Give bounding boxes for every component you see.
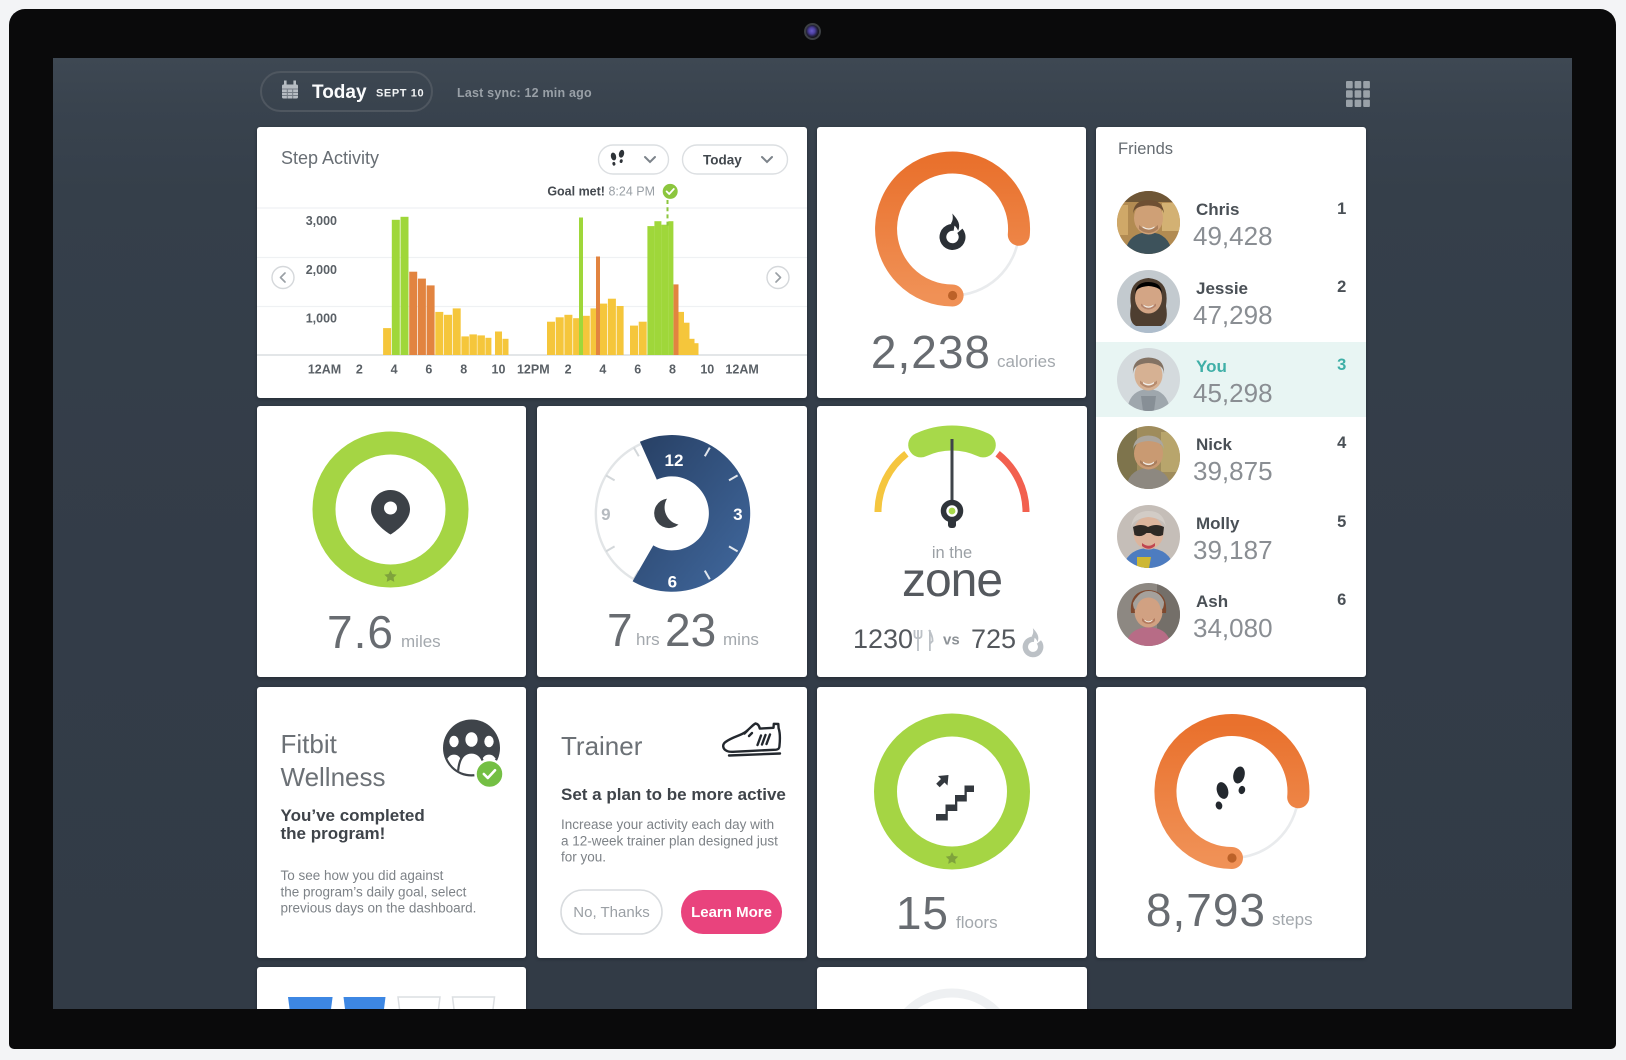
- svg-text:12PM: 12PM: [516, 363, 549, 377]
- svg-text:for you.: for you.: [561, 850, 606, 865]
- svg-text:Increase your activity each da: Increase your activity each day with: [561, 817, 774, 832]
- svg-text:7: 7: [607, 604, 633, 656]
- svg-text:8: 8: [460, 363, 467, 377]
- svg-text:6: 6: [425, 363, 432, 377]
- svg-text:12AM: 12AM: [725, 363, 758, 377]
- svg-text:hrs: hrs: [636, 630, 660, 649]
- svg-text:Today: Today: [703, 153, 742, 168]
- svg-text:vs: vs: [943, 632, 960, 649]
- svg-text:To see how you did against: To see how you did against: [280, 868, 443, 883]
- svg-text:in the: in the: [932, 544, 972, 562]
- svg-text:2: 2: [564, 363, 571, 377]
- svg-text:Set a plan to be more active: Set a plan to be more active: [561, 785, 786, 804]
- svg-text:Today: Today: [312, 82, 367, 103]
- svg-text:Trainer: Trainer: [561, 731, 643, 761]
- svg-text:23: 23: [665, 604, 716, 656]
- svg-text:9: 9: [601, 505, 610, 524]
- svg-text:Wellness: Wellness: [280, 762, 385, 792]
- svg-text:3,000: 3,000: [305, 214, 336, 228]
- svg-text:mins: mins: [723, 630, 759, 649]
- svg-text:1,000: 1,000: [305, 312, 336, 326]
- svg-text:1230: 1230: [853, 624, 913, 654]
- svg-text:10: 10: [700, 363, 714, 377]
- svg-text:the program’s daily goal, sele: the program’s daily goal, select: [280, 885, 466, 900]
- svg-text:8,793: 8,793: [1146, 884, 1266, 936]
- svg-text:3: 3: [733, 505, 742, 524]
- svg-text:floors: floors: [956, 913, 998, 932]
- svg-text:Learn More: Learn More: [691, 904, 772, 921]
- svg-text:You’ve completed: You’ve completed: [280, 806, 424, 825]
- svg-text:10: 10: [491, 363, 505, 377]
- svg-text:2,238: 2,238: [871, 326, 991, 378]
- svg-text:2: 2: [355, 363, 362, 377]
- svg-text:Fitbit: Fitbit: [280, 729, 337, 759]
- svg-text:4: 4: [390, 363, 397, 377]
- svg-text:calories: calories: [997, 352, 1056, 371]
- svg-text:steps: steps: [1272, 910, 1313, 929]
- svg-text:2,000: 2,000: [305, 263, 336, 277]
- svg-text:No, Thanks: No, Thanks: [573, 904, 649, 921]
- svg-text:a 12-week trainer plan designe: a 12-week trainer plan designed just: [561, 834, 778, 849]
- svg-text:6: 6: [668, 572, 677, 591]
- svg-text:15: 15: [896, 887, 949, 939]
- svg-text:6: 6: [634, 363, 641, 377]
- svg-text:Step Activity: Step Activity: [281, 148, 379, 168]
- svg-text:12AM: 12AM: [307, 363, 340, 377]
- svg-text:previous days on the dashboard: previous days on the dashboard.: [280, 901, 476, 916]
- svg-text:8: 8: [669, 363, 676, 377]
- svg-text:SEPT 10: SEPT 10: [376, 88, 424, 100]
- svg-text:725: 725: [971, 624, 1016, 654]
- svg-text:7.6: 7.6: [327, 606, 394, 658]
- svg-text:zone: zone: [902, 554, 1002, 607]
- svg-text:the program!: the program!: [280, 824, 385, 843]
- svg-text:4: 4: [599, 363, 606, 377]
- svg-text:miles: miles: [401, 632, 441, 651]
- svg-text:Goal met! 8:24 PM: Goal met! 8:24 PM: [547, 185, 655, 199]
- svg-text:12: 12: [665, 451, 684, 470]
